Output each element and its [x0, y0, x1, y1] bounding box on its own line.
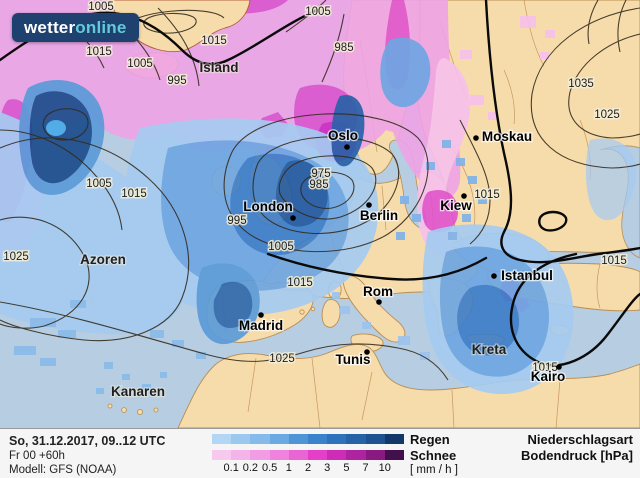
precip-type-title: Niederschlagsart	[527, 432, 634, 447]
legend-tick-label: 5	[343, 462, 350, 474]
pressure-labels: 1005 1015 1005 995 1015 1005 985 1035 1025 1005 10…	[2, 0, 629, 376]
pressure-label: 1015	[121, 188, 147, 200]
legend-tick-label: 10	[378, 462, 391, 474]
legend-color-step	[212, 450, 232, 460]
pressure-label: 985	[334, 42, 353, 54]
isobars-bold	[0, 0, 640, 367]
region-label: Kanaren	[111, 384, 165, 399]
city-dot	[461, 193, 467, 199]
rain-legend-bar	[212, 434, 405, 444]
legend-color-step	[327, 434, 347, 444]
logo-text-wetter: wetter	[24, 17, 76, 37]
pressure-label: 1015	[532, 362, 558, 374]
city-dot	[258, 312, 264, 318]
legend-tick-label: 0.2	[242, 462, 259, 474]
legend-tick-label: 3	[324, 462, 331, 474]
city-dot	[556, 364, 562, 370]
region-labels: Island Azoren Kanaren Kreta	[79, 59, 508, 400]
pressure-label: 995	[167, 75, 186, 87]
pressure-label: 1005	[127, 58, 153, 70]
legend-tick-label: 2	[304, 462, 312, 474]
legend-color-step	[288, 450, 309, 460]
legend-tick-label: 0.1	[223, 462, 239, 474]
legend-color-step	[269, 450, 289, 460]
land-sardinia	[321, 299, 341, 328]
pressure-title: Bodendruck [hPa]	[521, 448, 633, 463]
region-label: Azoren	[80, 252, 126, 267]
city-label: Istanbul	[501, 268, 553, 283]
legend-color-step	[308, 434, 328, 444]
legend-color-step	[250, 434, 270, 444]
city-label: Kiew	[440, 198, 472, 213]
legend-color-step	[269, 434, 289, 444]
legend-color-step	[365, 434, 385, 444]
land-north-africa	[177, 343, 640, 428]
legend-ticks: 0.1 0.2 0.5 1 2 3 5 7 10	[212, 462, 404, 476]
legend-color-step	[231, 450, 251, 460]
city-dot	[344, 144, 350, 150]
city-label: Madrid	[239, 318, 283, 333]
legend-color-step	[384, 450, 405, 460]
snow-legend-bar	[212, 450, 405, 460]
model-label: Modell: GFS (NOAA)	[9, 464, 117, 476]
pressure-label: 1025	[269, 353, 295, 365]
wetteronline-logo[interactable]: wetter online	[12, 13, 139, 42]
legend-color-step	[365, 450, 385, 460]
weather-map: 1005 1015 1005 995 1015 1005 985 1035 1025 1005 10…	[0, 0, 640, 428]
city-label: Berlin	[360, 208, 398, 223]
pressure-label: 1015	[474, 189, 500, 201]
pressure-label: 995	[227, 215, 246, 227]
city-dot	[491, 273, 497, 279]
city-dot	[290, 215, 296, 221]
pressure-label: 1005	[86, 178, 112, 190]
city-dot	[364, 349, 370, 355]
pressure-label: 1025	[594, 109, 620, 121]
legend-color-step	[327, 450, 347, 460]
city-labels: Oslo Moskau London Berlin Kiew Istanbul Madrid…	[238, 127, 567, 386]
rain-legend-label: Regen	[410, 432, 450, 447]
city-label: Kairo	[531, 369, 566, 384]
city-label: Rom	[363, 284, 393, 299]
pressure-label: 1005	[268, 241, 294, 253]
city-label: Moskau	[482, 129, 532, 144]
info-bar: So, 31.12.2017, 09..12 UTC Fr 00 +60h Mo…	[0, 428, 640, 478]
legend-tick-label: 0.5	[261, 462, 278, 474]
legend-color-step	[346, 434, 366, 444]
pressure-label: 1035	[568, 78, 594, 90]
city-dot	[473, 135, 479, 141]
legend-color-step	[250, 450, 270, 460]
valid-time-label: So, 31.12.2017, 09..12 UTC	[9, 434, 166, 448]
forecast-step-label: Fr 00 +60h	[9, 450, 65, 462]
city-dot	[366, 202, 372, 208]
city-label: Oslo	[328, 128, 358, 143]
city-dot	[376, 299, 382, 305]
region-label: Island	[199, 60, 238, 75]
legend-color-step	[308, 450, 328, 460]
snow-legend-label: Schnee	[410, 448, 457, 463]
pressure-label: 1015	[601, 255, 627, 267]
pressure-label: 1015	[287, 277, 313, 289]
legend-color-step	[231, 434, 251, 444]
legend-color-step	[346, 450, 366, 460]
precipitation-rain	[0, 37, 637, 394]
pressure-label: 1005	[88, 1, 114, 13]
pressure-label: 985	[309, 179, 328, 191]
legend-tick-label: 7	[362, 462, 369, 474]
pressure-label: 1015	[86, 46, 112, 58]
city-label: Tunis	[336, 352, 371, 367]
map-canvas: 1005 1015 1005 995 1015 1005 985 1035 1025 1005 10…	[0, 0, 640, 428]
legend-tick-label: 1	[285, 462, 292, 474]
city-label: London	[243, 199, 292, 214]
pressure-label: 1025	[3, 251, 29, 263]
legend-color-step	[384, 434, 405, 444]
legend-color-step	[288, 434, 309, 444]
pressure-label: 1005	[305, 6, 331, 18]
pressure-label: 975	[311, 168, 330, 180]
pressure-label: 1015	[201, 35, 227, 47]
logo-text-online: online	[75, 17, 127, 37]
region-label: Kreta	[472, 342, 507, 357]
legend-unit-label: [ mm / h ]	[410, 464, 458, 476]
legend-color-step	[212, 434, 232, 444]
